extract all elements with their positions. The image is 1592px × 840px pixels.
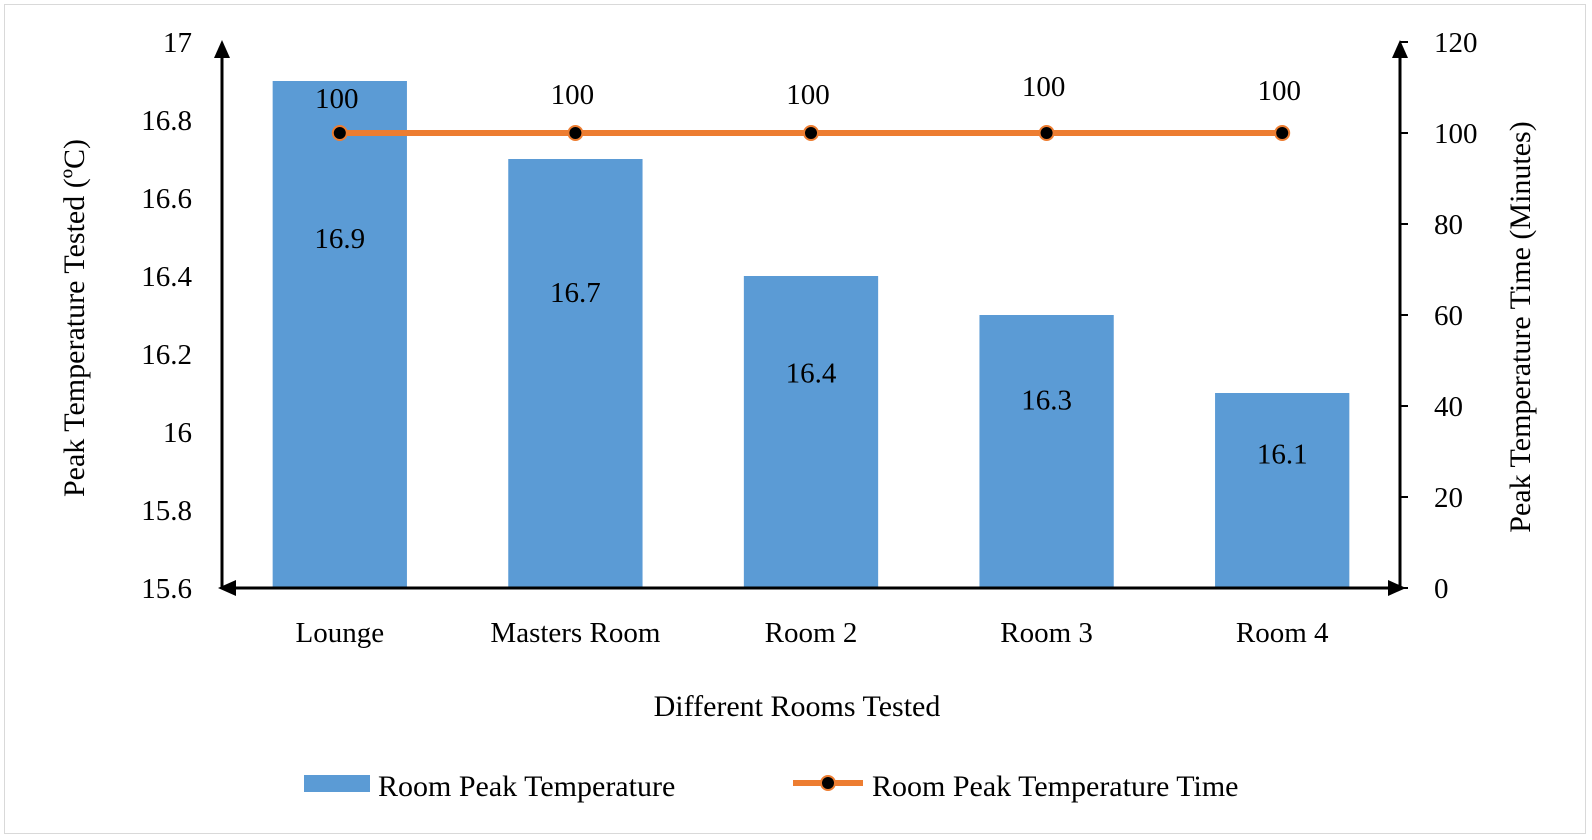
bar-label-2: 16.7 [550,277,601,309]
bar-label-1: 16.9 [314,223,365,255]
bar-label-5: 16.1 [1257,438,1308,470]
bar-label-4: 16.3 [1021,385,1072,417]
line-label-2: 100 [551,79,595,111]
y2-tick-5: 80 [1434,209,1463,241]
bar-5 [1215,393,1350,588]
line-point-5 [1274,125,1291,141]
bar-1 [272,81,407,588]
x-axis-title: Different Rooms Tested [654,690,941,723]
y2-axis-title: Peak Temperature Time (Minutes) [1504,121,1537,532]
line-point-3 [803,125,819,141]
bar-2 [508,159,643,588]
y-tick-6: 16.6 [141,183,192,215]
y-tick-8: 17 [163,27,192,59]
y-tick-4: 16.2 [141,339,192,371]
y-tick-7: 16.8 [141,105,192,137]
y-tick-5: 16.4 [141,261,192,293]
category-label-4: Room 3 [1000,617,1093,649]
bars-layer [272,81,1350,588]
y-axis-title: Peak Temperature Tested (ºC) [58,139,91,497]
bar-3 [743,276,879,588]
bar-label-3: 16.4 [786,358,837,390]
axes-layer [214,40,1408,596]
line-label-5: 100 [1257,75,1301,107]
line-layer [331,125,1291,141]
y2-tick-6: 100 [1434,118,1478,150]
y-axis-right-arrow [1392,40,1408,58]
category-label-1: Lounge [296,617,385,649]
y-tick-3: 16 [163,417,192,449]
legend-label-line: Room Peak Temperature Time [872,770,1238,803]
y2-tick-7: 120 [1434,27,1478,59]
category-label-3: Room 2 [765,617,858,649]
category-label-2: Masters Room [490,617,660,649]
legend-swatch-marker [820,775,836,791]
line-point-4 [1038,125,1055,141]
y-tick-2: 15.8 [141,495,192,527]
legend-label-bar: Room Peak Temperature [378,770,675,803]
line-label-3: 100 [786,79,830,111]
line-point-1 [331,125,348,141]
y2-tick-4: 60 [1434,300,1463,332]
y-axis-left-arrow [214,40,230,58]
labels-layer: 16.9 16.7 16.4 16.3 16.1 Lounge Masters Room Ro… [296,71,1330,649]
y2-tick-2: 20 [1434,482,1463,514]
x-axis-right-arrow [1388,580,1406,596]
line-point-2 [567,125,584,141]
y2-tick-1: 0 [1434,573,1449,605]
ticks-layer: 15.6 15.8 16 16.2 16.4 16.6 16.8 17 0 20 40 60 80 100… [141,27,1477,605]
y-tick-1: 15.6 [141,573,192,605]
x-axis-left-arrow [218,580,236,596]
legend-swatch-bar [304,775,370,792]
bar-4 [979,315,1114,588]
y2-tick-3: 40 [1434,391,1463,423]
legend: Room Peak Temperature Room Peak Temperat… [304,770,1238,803]
line-label-1: 100 [315,83,359,115]
category-label-5: Room 4 [1236,617,1329,649]
line-label-4: 100 [1022,71,1066,103]
